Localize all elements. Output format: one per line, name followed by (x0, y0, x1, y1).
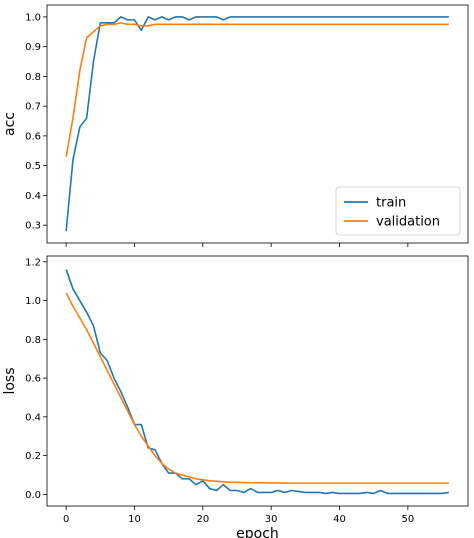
series-line-train (65, 16, 449, 232)
y-tick-label: 0.6 (25, 374, 41, 385)
y-tick-label: 0.7 (25, 102, 41, 113)
x-tick-label: 40 (333, 514, 346, 525)
y-tick-label: 1.0 (25, 296, 41, 307)
y-tick-label: 0.8 (25, 72, 41, 83)
legend-label-train: train (376, 196, 406, 211)
series-line-train (65, 269, 449, 495)
legend-label-validation: validation (376, 215, 440, 230)
legend: train validation (335, 186, 461, 236)
y-tick-label: 0.4 (25, 191, 41, 202)
x-tick-label: 10 (128, 514, 141, 525)
y-tick-label: 0.4 (25, 412, 41, 423)
y-tick-label: 0.5 (25, 161, 41, 172)
y-tick-label: 1.2 (25, 257, 41, 268)
x-tick-label: 0 (63, 514, 69, 525)
y-axis-label: acc (2, 112, 18, 136)
x-tick-label: 20 (196, 514, 209, 525)
y-tick-label: 0.0 (25, 490, 41, 501)
y-tick-label: 0.6 (25, 131, 41, 142)
accuracy-panel: 0.3 0.4 0.5 0.6 0.7 0.8 0.9 1.0 acc train validati… (2, 4, 469, 247)
loss-panel: 0.0 0.2 0.4 0.6 0.8 1.0 1.2 0 10 20 30 40 50 loss epoc… (2, 255, 469, 538)
x-tick-label: 50 (401, 514, 414, 525)
axes-frame (46, 255, 469, 507)
x-tick-label: 30 (265, 514, 278, 525)
x-axis-label: epoch (236, 526, 279, 538)
series-line-validation (65, 292, 449, 484)
y-tick-label: 0.2 (25, 451, 41, 462)
y-tick-label: 0.9 (25, 42, 41, 53)
axes-frame (46, 4, 469, 244)
y-axis-label: loss (2, 367, 18, 394)
y-tick-label: 0.8 (25, 335, 41, 346)
y-tick-label: 1.0 (25, 12, 41, 23)
series-line-validation (65, 22, 449, 157)
y-tick-label: 0.3 (25, 221, 41, 232)
legend-box (335, 186, 461, 236)
